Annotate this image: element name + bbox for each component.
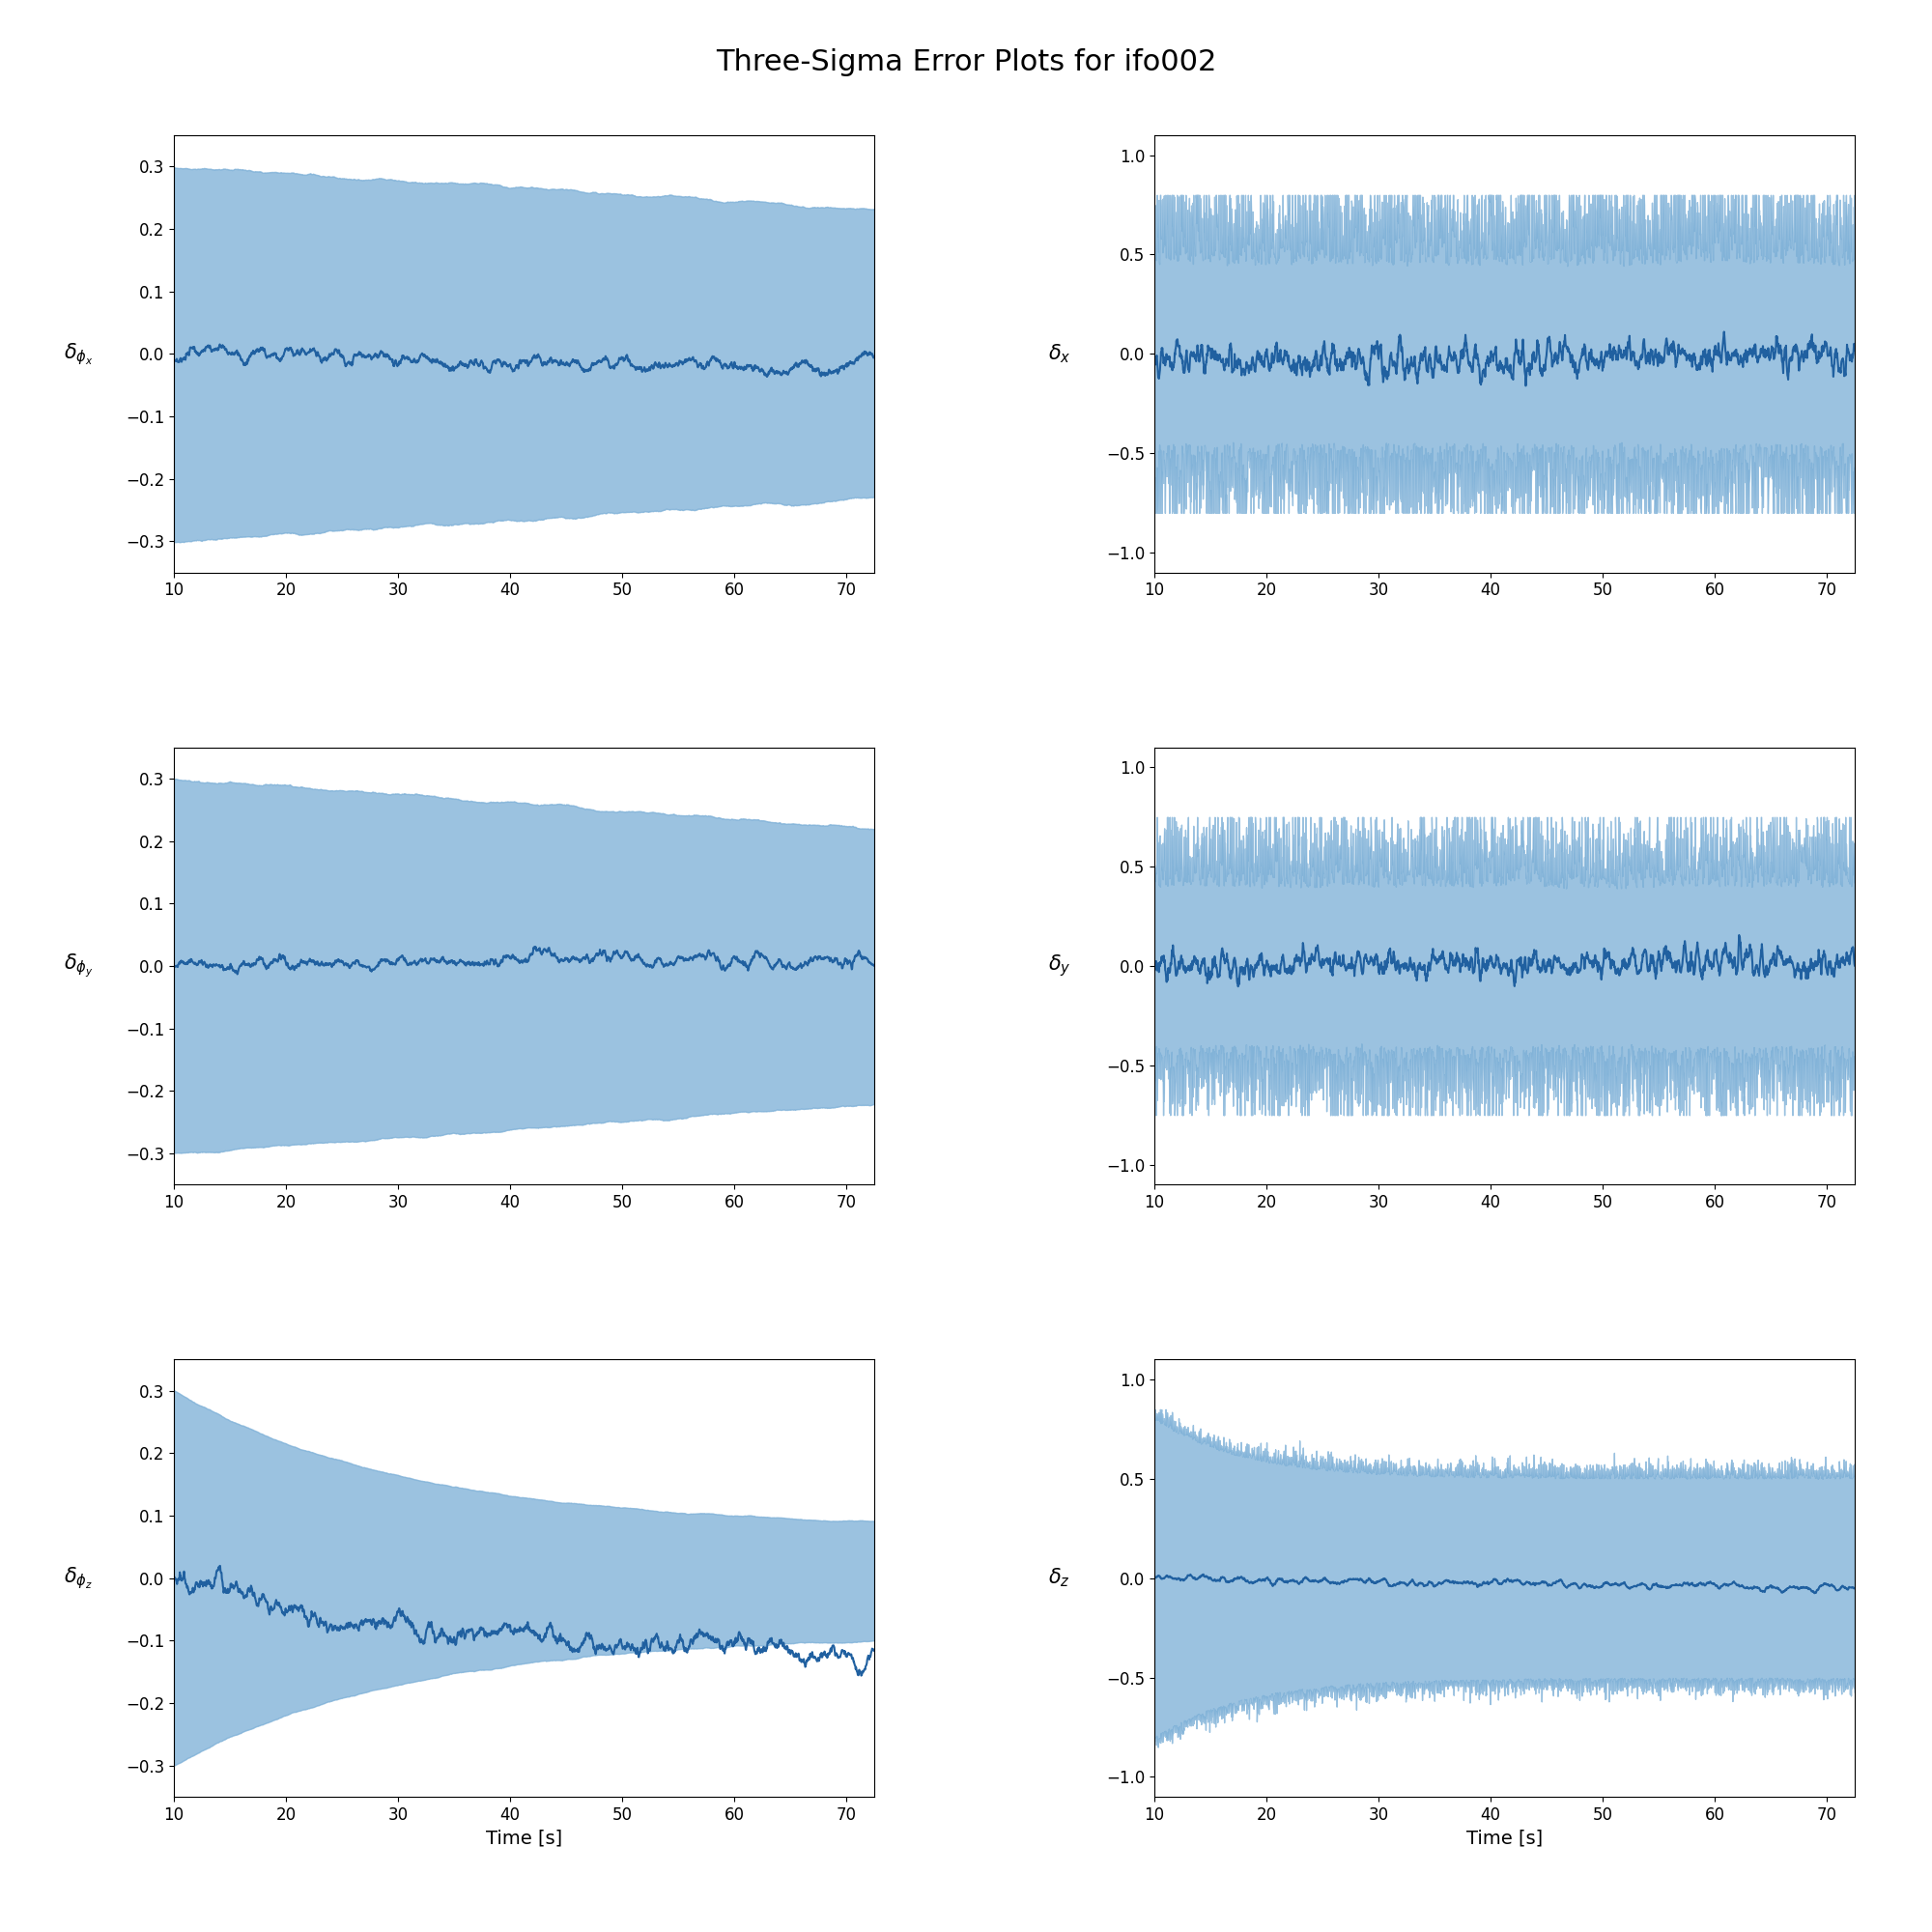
Y-axis label: $\delta_z$: $\delta_z$ — [1049, 1567, 1070, 1590]
Y-axis label: $\delta_{\phi_z}$: $\delta_{\phi_z}$ — [64, 1565, 93, 1592]
Y-axis label: $\delta_{\phi_y}$: $\delta_{\phi_y}$ — [64, 952, 93, 980]
Y-axis label: $\delta_y$: $\delta_y$ — [1047, 952, 1070, 980]
Y-axis label: $\delta_{\phi_x}$: $\delta_{\phi_x}$ — [64, 340, 93, 367]
Y-axis label: $\delta_x$: $\delta_x$ — [1047, 342, 1070, 365]
X-axis label: Time [s]: Time [s] — [1466, 1830, 1544, 1847]
Text: Three-Sigma Error Plots for ifo002: Three-Sigma Error Plots for ifo002 — [715, 48, 1217, 75]
X-axis label: Time [s]: Time [s] — [485, 1830, 562, 1847]
